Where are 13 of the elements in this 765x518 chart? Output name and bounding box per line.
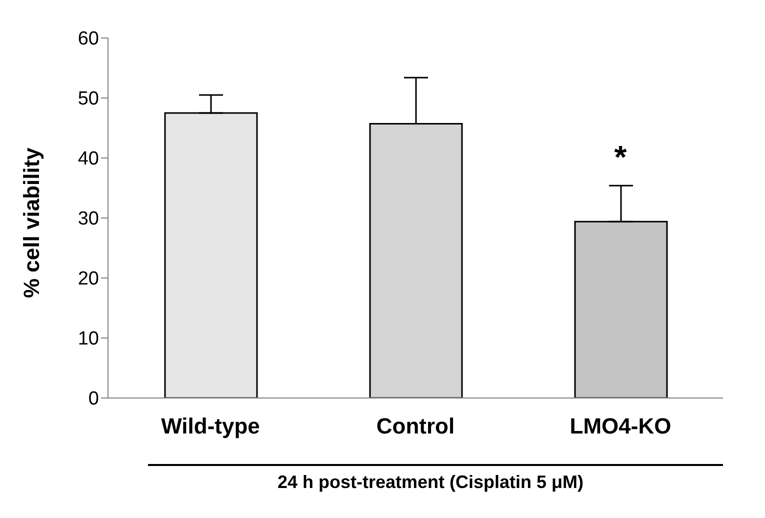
y-tick-label: 50	[78, 88, 99, 110]
y-tick-label: 10	[78, 328, 99, 350]
y-tick-label: 40	[78, 148, 99, 170]
y-tick-label: 60	[78, 28, 99, 50]
y-axis-title: % cell viability	[18, 146, 44, 298]
y-tick-label: 20	[78, 268, 99, 290]
y-tick-label: 0	[88, 388, 99, 410]
x-axis-title: 24 h post-treatment (Cisplatin 5 μM)	[276, 472, 585, 493]
y-tick-label: 30	[78, 208, 99, 230]
x-tick-label: LMO4-KO	[570, 414, 672, 439]
x-tick-label: Control	[376, 414, 455, 439]
x-tick-label: Wild-type	[161, 414, 260, 439]
annotation: *	[614, 139, 628, 176]
